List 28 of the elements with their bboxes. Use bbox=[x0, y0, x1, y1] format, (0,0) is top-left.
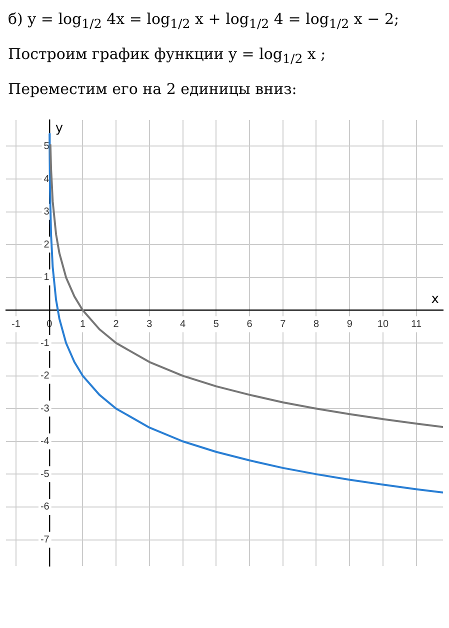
y-tick-label: 4 bbox=[44, 174, 50, 185]
y-tick-label: -3 bbox=[40, 403, 50, 414]
x-axis-title: x bbox=[431, 292, 440, 308]
x-tick-label: 1 bbox=[80, 318, 86, 330]
x-tick-label: 7 bbox=[280, 318, 286, 330]
chart-title: б) y = log$_{1/2}$ 4x = log$_{1/2}$ x + log$_{1/2}$ 4 = log$_{1/2}$ x − 2; bbox=[8, 10, 400, 31]
x-tick-label: 4 bbox=[180, 318, 186, 330]
y-tick-label: -7 bbox=[40, 534, 50, 546]
y-axis-title: y bbox=[55, 120, 64, 136]
chart-subtitle: Построим график функции y = log$_{1/2}$ x ; bbox=[7, 44, 327, 68]
y-tick-label: -5 bbox=[40, 468, 50, 480]
x-tick-label: 3 bbox=[146, 318, 153, 330]
x-tick-label: -1 bbox=[12, 318, 21, 330]
y-tick-label: -4 bbox=[40, 436, 50, 448]
x-tick-label: 9 bbox=[346, 318, 353, 330]
y-tick-label: 3 bbox=[44, 206, 50, 218]
y-tick-label: -2 bbox=[40, 370, 50, 382]
y-tick-label: 2 bbox=[44, 239, 50, 250]
x-tick-label: 6 bbox=[246, 318, 253, 330]
x-tick-label: 8 bbox=[313, 318, 320, 330]
y-tick-label: -6 bbox=[40, 502, 50, 513]
y-tick-label: -1 bbox=[40, 338, 50, 349]
x-tick-label: 11 bbox=[411, 318, 422, 330]
x-tick-label: 10 bbox=[377, 318, 389, 330]
y-tick-label: 1 bbox=[44, 272, 50, 284]
text: Переместим его на 2 единицы вниз: bbox=[7, 79, 298, 100]
x-tick-label: 2 bbox=[113, 318, 120, 330]
x-tick-label: 5 bbox=[213, 318, 220, 330]
